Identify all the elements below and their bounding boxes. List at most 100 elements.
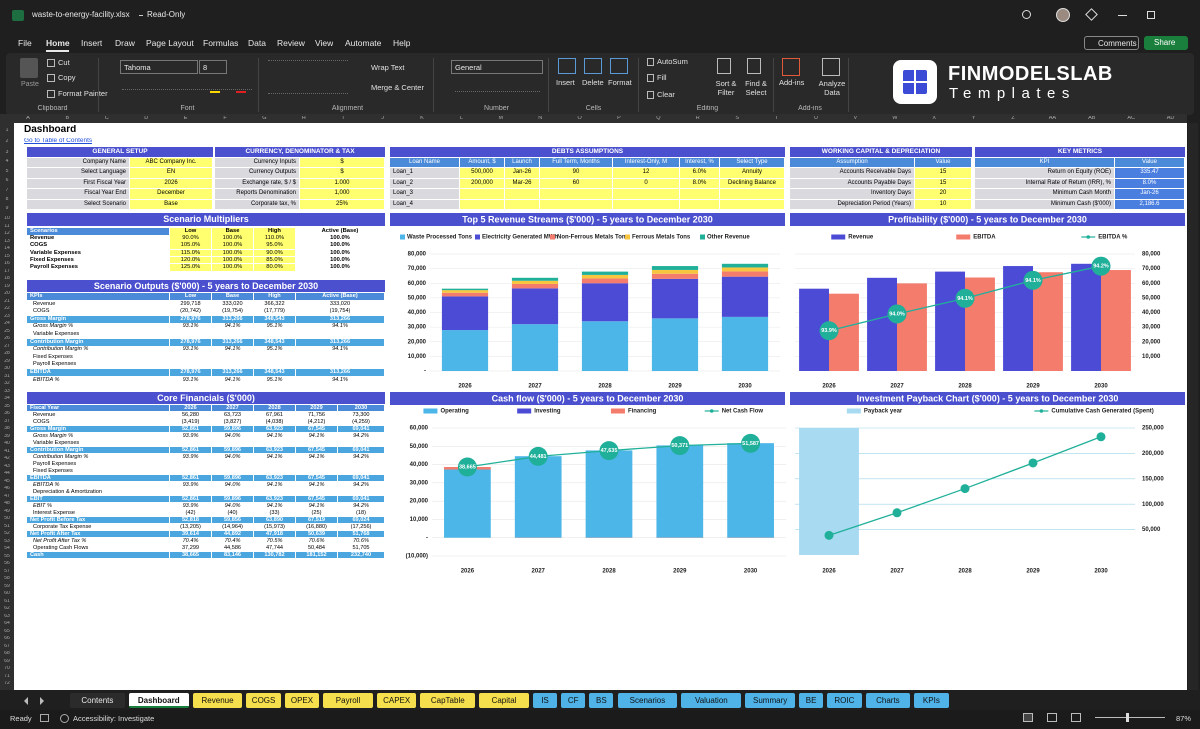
sheet-tab[interactable]: BE	[799, 693, 824, 708]
menu-item[interactable]: Home	[46, 39, 70, 48]
menu-item[interactable]: Automate	[345, 39, 382, 48]
table-cell: 93.9%	[182, 454, 199, 460]
menu-item[interactable]: Draw	[115, 39, 135, 48]
ribbon-button[interactable]: Format Painter	[58, 90, 108, 98]
table-cell: 94.1%	[308, 503, 325, 509]
ribbon-button[interactable]: Find & Select	[745, 79, 767, 97]
row-number: 43	[4, 463, 10, 469]
ribbon-button[interactable]: Analyze Data	[818, 79, 846, 97]
menu-item[interactable]: Insert	[81, 39, 103, 48]
menu-item[interactable]: Formulas	[203, 39, 239, 48]
row-number: 62	[4, 606, 10, 611]
menu-item[interactable]: Review	[277, 39, 305, 48]
sheet-tab[interactable]: Scenarios	[617, 693, 678, 708]
minimize-button[interactable]	[1118, 15, 1127, 16]
table-cell: Select Scenario	[27, 199, 129, 210]
ribbon-button[interactable]: Format	[608, 79, 632, 87]
view-normal[interactable]	[1023, 713, 1033, 722]
sheet-tab[interactable]: Payroll	[323, 693, 373, 708]
table-cell: 59,896	[212, 496, 253, 503]
table-cell: Revenue	[33, 300, 56, 307]
row-number: 26	[4, 336, 10, 341]
sheet-tab[interactable]: CapTable	[420, 693, 476, 708]
menu-item[interactable]: View	[315, 39, 334, 48]
row-number: 30	[4, 366, 10, 371]
sheet-tab[interactable]: CF	[561, 693, 586, 708]
menu-item[interactable]: Help	[393, 39, 411, 48]
font-size-box[interactable]: 8	[199, 60, 227, 74]
sheet-tab[interactable]: Valuation	[681, 693, 742, 708]
comments-button[interactable]: Comments	[1084, 36, 1139, 50]
ribbon-button[interactable]: Copy	[58, 74, 76, 82]
table-cell: 94.1%	[224, 346, 241, 353]
row-number: 31	[4, 373, 10, 379]
table-cell: 8.0%	[680, 178, 719, 189]
sheet-tab[interactable]: CAPEX	[376, 693, 417, 708]
tab-scroll-right[interactable]	[40, 697, 48, 705]
sheet-tab[interactable]: OPEX	[284, 693, 320, 708]
table-title: GENERAL SETUP	[27, 147, 213, 157]
zoom-slider[interactable]	[1095, 717, 1165, 718]
paste-button[interactable]: Paste	[21, 81, 39, 88]
ribbon-button[interactable]: Add-ins	[779, 79, 805, 87]
ribbon-button[interactable]: Cut	[58, 59, 70, 67]
font-name-box[interactable]: Tahoma	[120, 60, 198, 74]
sheet-tab[interactable]: Capital	[479, 693, 529, 708]
view-break[interactable]	[1071, 713, 1081, 722]
ribbon-button[interactable]: Fill	[657, 74, 667, 82]
menu-item[interactable]: File	[18, 39, 32, 48]
sheet-tab[interactable]: KPIs	[914, 693, 949, 708]
sheet-tab[interactable]: Revenue	[192, 693, 243, 708]
sheet-tab[interactable]: Summary	[745, 693, 795, 708]
table-title: Scenario Outputs ($'000) - 5 years to De…	[27, 280, 385, 292]
ribbon-separator	[258, 58, 259, 112]
status-accessibility[interactable]: Accessibility: Investigate	[73, 715, 155, 723]
close-button[interactable]	[1176, 8, 1188, 20]
table-cell: 37,299	[181, 545, 200, 551]
excel-icon	[12, 10, 24, 21]
table-cell: 70.4%	[182, 538, 199, 544]
row-number: 63	[4, 613, 10, 619]
sheet-tab[interactable]: BS	[589, 693, 614, 708]
vertical-scrollbar[interactable]	[1188, 123, 1198, 690]
status-zoom[interactable]: 87%	[1176, 715, 1192, 723]
ribbon-button[interactable]: Insert	[556, 79, 575, 87]
paste-icon[interactable]	[20, 58, 38, 78]
table-cell: 313,266	[212, 369, 253, 376]
ribbon-button[interactable]: Sort & Filter	[715, 79, 737, 97]
number-format-box[interactable]: General	[451, 60, 543, 74]
sheet-tab[interactable]: ROIC	[827, 693, 862, 708]
sheet-tab[interactable]: IS	[532, 693, 558, 708]
avatar[interactable]	[1056, 8, 1070, 22]
row-number: 22	[4, 306, 10, 311]
share-button[interactable]: Share	[1144, 36, 1188, 50]
table-cell: Depreciation & Amortization	[33, 489, 103, 495]
table-cell: 94.0%	[224, 503, 241, 509]
sheet-tab[interactable]: COGS	[246, 693, 281, 708]
search-icon[interactable]	[1022, 10, 1031, 19]
table-title: KEY METRICS	[975, 147, 1185, 157]
ribbon-button[interactable]: Delete	[582, 79, 604, 87]
ribbon-button[interactable]: Merge & Center	[371, 84, 424, 92]
sheet-tab[interactable]: Charts	[865, 693, 911, 708]
menu-item[interactable]: Page Layout	[146, 39, 194, 48]
column-letter: N	[538, 116, 543, 121]
tab-scroll-left[interactable]	[20, 697, 28, 705]
toc-link[interactable]: Go to Table of Contents	[24, 138, 93, 144]
table-cell: 333,020	[329, 300, 351, 307]
menu-item[interactable]: Data	[248, 39, 266, 48]
zoom-thumb[interactable]	[1126, 713, 1129, 722]
table-cell: 278,976	[170, 369, 211, 376]
table-cell: 93.1%	[182, 376, 199, 383]
sheet-tab[interactable]: Dashboard	[128, 693, 189, 708]
ribbon-button[interactable]: Clear	[657, 91, 675, 99]
sheet-tab[interactable]: Contents	[70, 693, 125, 708]
view-layout[interactable]	[1047, 713, 1057, 722]
restore-button[interactable]	[1147, 11, 1155, 19]
ribbon-button[interactable]: AutoSum	[657, 58, 688, 66]
ribbon-button[interactable]: Wrap Text	[371, 64, 405, 72]
table-cell: 100.0%	[212, 235, 253, 242]
table-cell: 313,266	[296, 315, 384, 323]
row-number: 33	[4, 388, 10, 394]
table-cell: EBITDA	[27, 475, 169, 482]
